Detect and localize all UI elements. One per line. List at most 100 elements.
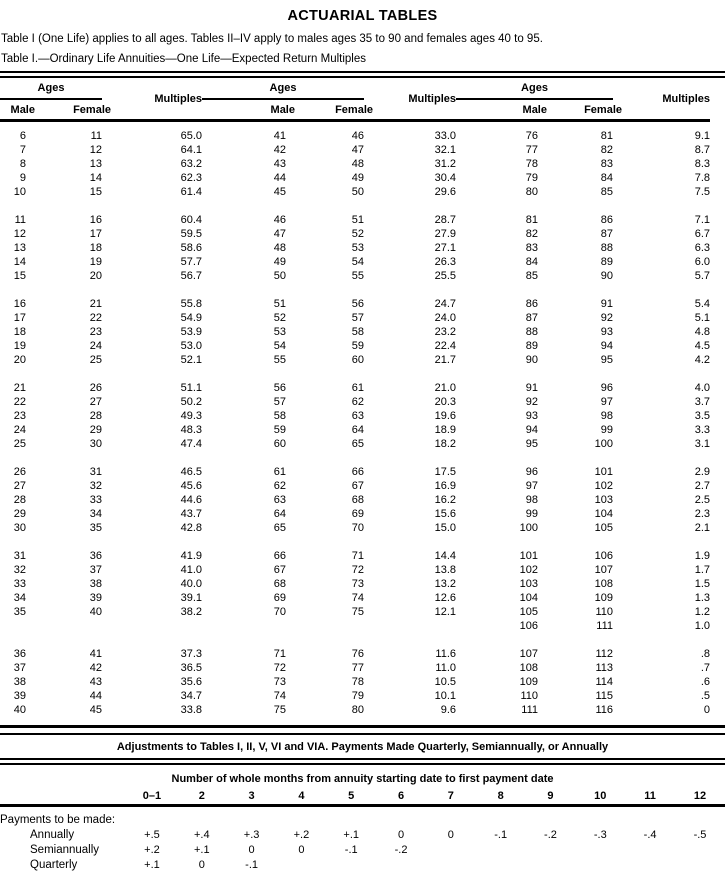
male-age-cell: 74 bbox=[273, 690, 286, 702]
adjustment-row: Annually +.5 +.4 +.3 +.2 +.1 0 0 -.1 -.2 -.3 -.4 -.5 bbox=[0, 828, 725, 843]
multiple-cell: 1.3 bbox=[694, 592, 710, 604]
male-age-cell: 77 bbox=[525, 144, 538, 156]
multiple-cell: 27.9 bbox=[434, 228, 456, 240]
spacer-cell bbox=[0, 451, 710, 465]
multiple-cell: 13.8 bbox=[434, 564, 456, 576]
month-column-header: 5 bbox=[326, 788, 377, 807]
multiple-cell: 34.7 bbox=[180, 690, 202, 702]
female-age-cell: 81 bbox=[600, 130, 613, 142]
multiple-cell: 7.1 bbox=[694, 214, 710, 226]
male-age-cell: 19 bbox=[13, 340, 26, 352]
female-age-cell: 51 bbox=[351, 214, 364, 226]
male-age-cell: 37 bbox=[13, 662, 26, 674]
multiples-header-group3: Multiples bbox=[613, 78, 710, 122]
multiple-cell: 51.1 bbox=[180, 382, 202, 394]
female-age-cell: 85 bbox=[600, 186, 613, 198]
multiple-cell: 33.0 bbox=[434, 130, 456, 142]
table-row: 25 30 47.4 60 65 18.2 95 100 3.1 bbox=[0, 437, 710, 451]
male-age-cell: 62 bbox=[273, 480, 286, 492]
female-age-cell: 17 bbox=[89, 228, 102, 240]
male-age-cell: 43 bbox=[273, 158, 286, 170]
female-age-cell: 12 bbox=[89, 144, 102, 156]
male-age-cell: 38 bbox=[13, 676, 26, 688]
multiple-cell: 2.1 bbox=[694, 522, 710, 534]
female-age-cell: 86 bbox=[600, 214, 613, 226]
multiple-cell: 55.8 bbox=[180, 298, 202, 310]
table-row: 26 31 46.5 61 66 17.5 96 101 2.9 bbox=[0, 465, 710, 479]
female-age-cell: 41 bbox=[89, 648, 102, 660]
table-row: 39 44 34.7 74 79 10.1 110 115 .5 bbox=[0, 689, 710, 703]
multiple-cell: 16.9 bbox=[434, 480, 456, 492]
adjustment-value-cell: +.2 bbox=[293, 829, 310, 841]
multiple-cell: 52.1 bbox=[180, 354, 202, 366]
female-age-cell: 98 bbox=[600, 410, 613, 422]
male-age-cell: 51 bbox=[273, 298, 286, 310]
table-row: 38 43 35.6 73 78 10.5 109 114 .6 bbox=[0, 675, 710, 689]
spacer-cell bbox=[0, 199, 710, 213]
adjustment-row: Quarterly +.1 0 -.1 bbox=[0, 858, 725, 873]
table-row: 33 38 40.0 68 73 13.2 103 108 1.5 bbox=[0, 577, 710, 591]
male-age-cell: 10 bbox=[13, 186, 26, 198]
female-age-cell: 93 bbox=[600, 326, 613, 338]
male-age-cell: 86 bbox=[525, 298, 538, 310]
male-age-cell: 111 bbox=[521, 704, 538, 716]
multiple-cell: 65.0 bbox=[180, 130, 202, 142]
male-age-cell: 93 bbox=[525, 410, 538, 422]
multiple-cell: 13.2 bbox=[434, 578, 456, 590]
female-age-cell: 38 bbox=[89, 578, 102, 590]
female-age-cell: 107 bbox=[594, 564, 613, 576]
table-row: 40 45 33.8 75 80 9.6 111 116 0 bbox=[0, 703, 710, 717]
female-age-cell: 64 bbox=[351, 424, 364, 436]
female-header-group3: Female bbox=[538, 99, 622, 122]
multiple-cell: 36.5 bbox=[180, 662, 202, 674]
adjustments-table-body: Payments to be made: Annually +.5 +.4 +.3 +.… bbox=[0, 806, 725, 874]
adjustment-value-cell: -.2 bbox=[544, 829, 557, 841]
male-age-cell: 67 bbox=[273, 564, 286, 576]
adjustment-value-cell: -.4 bbox=[643, 829, 657, 841]
female-age-cell: 75 bbox=[351, 606, 364, 618]
multiple-cell bbox=[102, 619, 202, 633]
multiple-cell: 23.2 bbox=[434, 326, 456, 338]
multiple-cell: 64.1 bbox=[180, 144, 202, 156]
male-age-cell: 29 bbox=[13, 508, 26, 520]
male-age-cell: 48 bbox=[273, 242, 286, 254]
table-row: 29 34 43.7 64 69 15.6 99 104 2.3 bbox=[0, 507, 710, 521]
multiple-cell: 19.6 bbox=[434, 410, 456, 422]
male-age-cell: 7 bbox=[19, 144, 26, 156]
female-age-cell: 90 bbox=[600, 270, 613, 282]
male-age-cell: 73 bbox=[273, 676, 286, 688]
female-age-cell: 103 bbox=[594, 494, 613, 506]
multiple-cell: 17.5 bbox=[434, 466, 456, 478]
month-column-header: 4 bbox=[276, 788, 327, 807]
male-age-cell: 58 bbox=[273, 410, 286, 422]
female-age-cell: 82 bbox=[600, 144, 613, 156]
male-age-cell: 9 bbox=[19, 172, 26, 184]
adjustment-value-cell: 0 bbox=[298, 844, 305, 856]
male-age-cell: 80 bbox=[525, 186, 538, 198]
adjustment-value-cell: -.3 bbox=[593, 829, 607, 841]
male-age-cell: 16 bbox=[13, 298, 26, 310]
multiple-cell: 40.0 bbox=[180, 578, 202, 590]
female-age-cell: 66 bbox=[351, 466, 364, 478]
female-age-cell: 20 bbox=[89, 270, 102, 282]
male-age-cell bbox=[0, 619, 26, 633]
month-columns-row: 0–1 2 3 4 5 6 7 8 9 10 11 12 bbox=[0, 788, 725, 807]
table-row: 8 13 63.2 43 48 31.2 78 83 8.3 bbox=[0, 157, 710, 171]
spacer-row bbox=[0, 535, 710, 549]
multiple-cell: 6.3 bbox=[694, 242, 710, 254]
table-row: 37 42 36.5 72 77 11.0 108 113 .7 bbox=[0, 661, 710, 675]
multiple-cell: .6 bbox=[700, 676, 710, 688]
male-age-cell: 107 bbox=[519, 648, 538, 660]
male-age-cell: 71 bbox=[273, 648, 286, 660]
multiple-cell: 54.9 bbox=[180, 312, 202, 324]
table-row: 10 15 61.4 45 50 29.6 80 85 7.5 bbox=[0, 185, 710, 199]
multiple-cell: 63.2 bbox=[180, 158, 202, 170]
actuarial-table-body: 6 11 65.0 41 46 33.0 76 81 9.1 7 12 64.1 42 47 32.1 77 8… bbox=[0, 121, 710, 718]
female-age-cell: 63 bbox=[351, 410, 364, 422]
multiple-cell: 21.7 bbox=[434, 354, 456, 366]
adjustment-value-cell bbox=[625, 843, 675, 858]
multiple-cell: 60.4 bbox=[180, 214, 202, 226]
adjustment-row: Semiannually +.2 +.1 0 0 -.1 -.2 bbox=[0, 843, 725, 858]
table-row: 27 32 45.6 62 67 16.9 97 102 2.7 bbox=[0, 479, 710, 493]
female-age-cell: 68 bbox=[351, 494, 364, 506]
